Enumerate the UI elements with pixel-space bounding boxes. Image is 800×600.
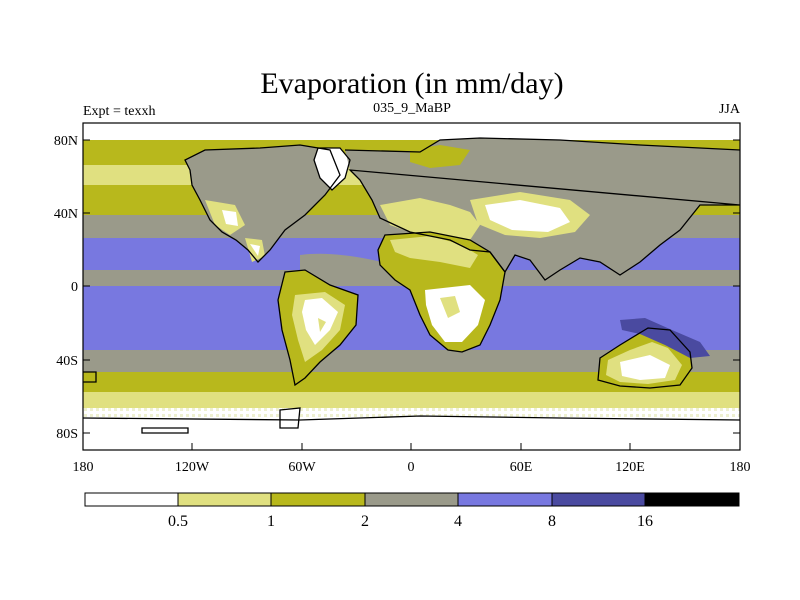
colorbar-box [364,492,459,507]
x-tick-label: 60E [510,460,533,475]
colorbar-box [270,492,366,507]
colorbar-box [551,492,646,507]
colorbar-label: 2 [361,513,369,530]
y-tick-label: 80N [54,134,78,149]
y-tick: 0 [71,280,740,295]
y-tick: 40N [54,207,740,222]
colorbar-label: 0.5 [168,513,188,530]
x-tick-label: 120E [615,460,645,475]
x-tick: 180 [73,460,94,475]
y-tick-label: 40N [54,207,78,222]
coastlines [83,137,740,434]
x-axis: 180 120W 60W 0 60E 120E 180 [73,443,751,475]
colorbar: 0.5 1 2 4 8 16 [84,492,740,530]
colorbar-box [457,492,553,507]
experiment-label: Expt = texxh [83,104,155,119]
y-tick-label: 0 [71,280,78,295]
x-tick: 180 [730,460,751,475]
x-tick-label: 60W [288,460,316,475]
y-tick-label: 80S [56,427,78,442]
x-tick-label: 180 [73,460,94,475]
evaporation-field [83,123,740,450]
colorbar-box [177,492,272,507]
y-tick: 80S [56,427,740,442]
y-tick: 40S [56,354,740,369]
figure-title: Evaporation (in mm/day) [260,67,563,100]
x-tick-label: 0 [408,460,415,475]
x-tick-label: 120W [175,460,210,475]
colorbar-box [644,492,740,507]
x-tick-label: 180 [730,460,751,475]
time-label: 035_9_MaBP [373,101,451,116]
x-tick: 60E [510,443,533,475]
y-tick: 80N [54,134,740,149]
colorbar-box [84,492,179,507]
x-tick: 120W [175,443,210,475]
colorbar-label: 1 [267,513,275,530]
x-tick: 0 [408,443,415,475]
season-label: JJA [719,102,741,117]
y-tick-label: 40S [56,354,78,369]
colorbar-label: 4 [454,513,462,530]
y-axis: 80N 40N 0 40S 80S [54,134,740,442]
x-tick: 60W [288,443,316,475]
colorbar-label: 16 [637,513,653,530]
x-tick: 120E [615,443,645,475]
colorbar-label: 8 [548,513,556,530]
